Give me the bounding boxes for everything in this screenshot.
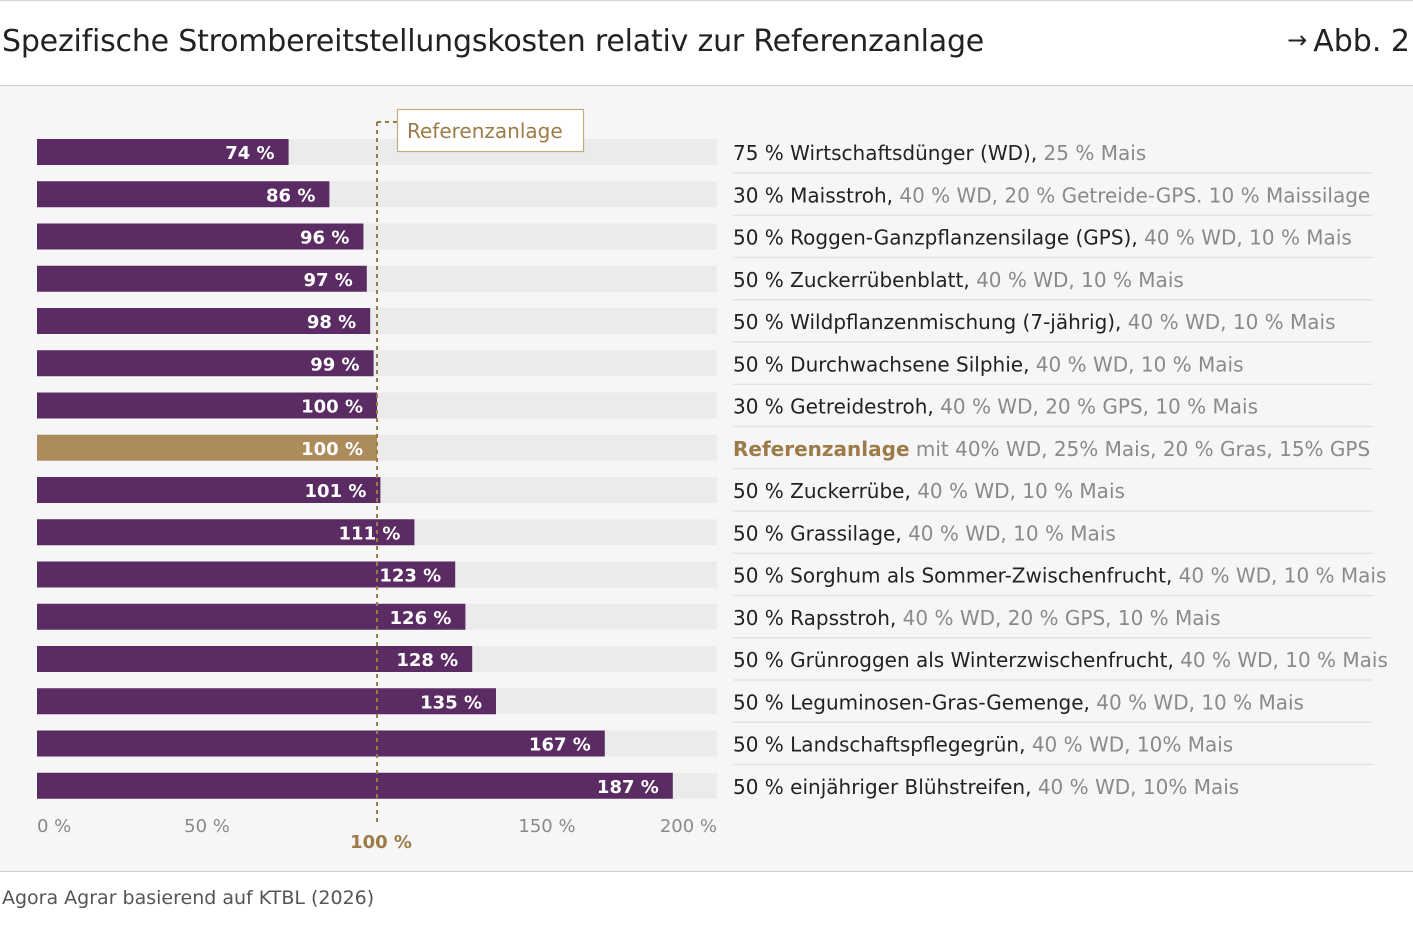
bar-value-label: 187 % xyxy=(597,777,659,798)
bar-value-label: 101 % xyxy=(305,481,367,502)
bar xyxy=(37,772,673,799)
bar xyxy=(37,181,330,208)
category-label: 50 % Leguminosen-Gras-Gemenge, 40 % WD, … xyxy=(733,690,1304,714)
x-tick-label: 150 % xyxy=(518,816,575,837)
header: Spezifische Strombereitstellungskosten r… xyxy=(0,0,1413,86)
bar xyxy=(37,730,605,757)
bar-value-label: 98 % xyxy=(307,312,356,333)
figure-reference[interactable]: → Abb. 2 xyxy=(1287,24,1410,59)
category-label: 30 % Getreidestroh, 40 % WD, 20 % GPS, 1… xyxy=(733,395,1258,419)
bar xyxy=(37,646,473,672)
category-label: 50 % Grassilage, 40 % WD, 10 % Mais xyxy=(733,521,1116,545)
chart-title: Spezifische Strombereitstellungskosten r… xyxy=(2,24,985,59)
x-tick-label: 50 % xyxy=(184,816,230,837)
reference-axis-label: 100 % xyxy=(350,832,412,853)
bar xyxy=(37,688,496,715)
bar xyxy=(37,519,415,546)
category-label: 50 % Zuckerrübe, 40 % WD, 10 % Mais xyxy=(733,479,1125,503)
category-label: 30 % Rapsstroh, 40 % WD, 20 % GPS, 10 % … xyxy=(733,606,1221,630)
bar-value-label: 100 % xyxy=(301,397,363,418)
bar xyxy=(37,350,374,377)
reference-bar xyxy=(37,434,377,461)
reference-callout xyxy=(396,108,585,153)
bar-value-label: 167 % xyxy=(529,735,591,756)
bar-value-label: 126 % xyxy=(390,608,452,629)
category-label: 75 % Wirtschaftsdünger (WD), 25 % Mais xyxy=(733,141,1146,165)
bar-value-label: 86 % xyxy=(266,185,315,206)
bar xyxy=(37,477,381,503)
bar xyxy=(37,223,364,250)
top-rule xyxy=(0,0,1413,1)
category-label: Referenzanlage mit 40% WD, 25% Mais, 20 … xyxy=(733,437,1370,461)
category-label: 50 % Durchwachsene Silphie, 40 % WD, 10 … xyxy=(733,352,1244,376)
bar xyxy=(37,139,289,165)
bar-value-label: 135 % xyxy=(420,692,482,713)
category-label: 50 % Landschaftspflegegrün, 40 % WD, 10%… xyxy=(733,733,1233,757)
bar-value-label: 128 % xyxy=(396,650,458,671)
bar-chart: 74 % 86 % 96 % 97 % 98 % 99 % 100 % 100 % 101 % 1… xyxy=(37,108,1388,853)
x-tick-label: 0 % xyxy=(37,816,71,837)
category-label: 50 % Wildpflanzenmischung (7-jährig), 40… xyxy=(733,310,1336,334)
bar xyxy=(37,603,466,630)
figure-reference-label: Abb. 2 xyxy=(1313,24,1410,59)
bar-value-label: 74 % xyxy=(225,143,274,164)
x-tick-label: 200 % xyxy=(660,816,717,837)
bar-value-label: 111 % xyxy=(339,523,401,544)
source-note: Agora Agrar basierend auf KTBL (2026) xyxy=(2,887,375,909)
bar xyxy=(37,265,367,292)
arrow-right-icon: → xyxy=(1287,26,1308,54)
bar-value-label: 96 % xyxy=(300,228,349,249)
chart-panel: 74 % 86 % 96 % 97 % 98 % 99 % 100 % 100 % 101 % 1… xyxy=(0,85,1413,872)
category-label: 50 % Grünroggen als Winterzwischenfrucht… xyxy=(733,648,1388,672)
bar-value-label: 97 % xyxy=(303,270,352,291)
bar xyxy=(37,392,377,419)
category-label: 50 % Zuckerrübenblatt, 40 % WD, 10 % Mai… xyxy=(733,268,1184,292)
category-label: 30 % Maisstroh, 40 % WD, 20 % Getreide-G… xyxy=(733,183,1370,207)
bar-value-label: 100 % xyxy=(301,439,363,460)
bar xyxy=(37,308,371,334)
category-label: 50 % einjähriger Blühstreifen, 40 % WD, … xyxy=(733,775,1239,799)
bar-value-label: 123 % xyxy=(379,566,441,587)
category-label: 50 % Roggen-Ganzpflanzensilage (GPS), 40… xyxy=(733,226,1352,250)
bar-value-label: 99 % xyxy=(310,354,359,375)
category-label: 50 % Sorghum als Sommer-Zwischenfrucht, … xyxy=(733,564,1386,588)
reference-callout-label: Referenzanlage xyxy=(407,119,563,143)
bar xyxy=(37,561,456,588)
